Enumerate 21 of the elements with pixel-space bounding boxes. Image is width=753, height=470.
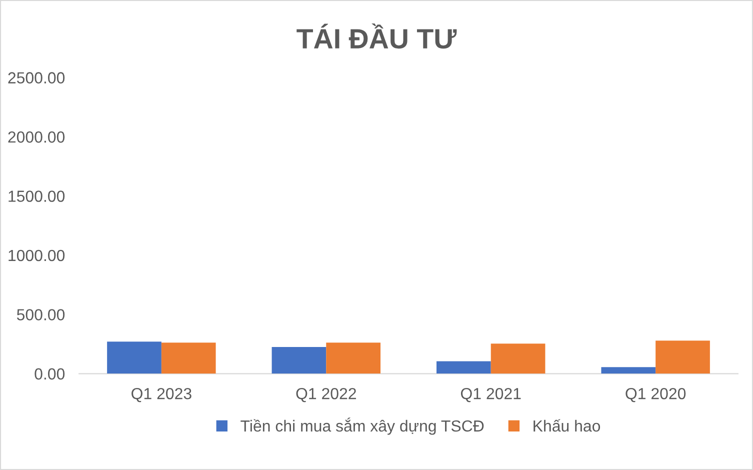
bar <box>436 361 491 374</box>
y-tick-label: 2500.00 <box>8 72 65 84</box>
x-tick-label: Q1 2023 <box>132 388 192 402</box>
bar <box>326 342 380 374</box>
bar <box>601 367 656 374</box>
bar <box>107 342 162 374</box>
legend-label: Tiền chi mua sắm xây dựng TSCĐ <box>240 418 484 435</box>
x-tick-label: Q1 2020 <box>626 388 686 402</box>
y-tick-label: 1500.00 <box>8 190 65 202</box>
bar <box>161 342 216 374</box>
bar <box>656 340 710 374</box>
bar <box>490 344 546 374</box>
y-tick-label: 500.00 <box>16 309 65 320</box>
y-tick-label: 0.00 <box>34 368 65 380</box>
x-tick-label: Q1 2021 <box>460 388 521 402</box>
y-tick-label: 2000.00 <box>8 131 65 143</box>
bar <box>272 347 326 374</box>
y-tick-label: 1000.00 <box>8 250 65 262</box>
legend-label: Khấu hao <box>534 419 600 432</box>
chart-title: TÁI ĐẦU TƯ <box>296 23 457 49</box>
x-tick-label: Q1 2022 <box>296 388 356 402</box>
